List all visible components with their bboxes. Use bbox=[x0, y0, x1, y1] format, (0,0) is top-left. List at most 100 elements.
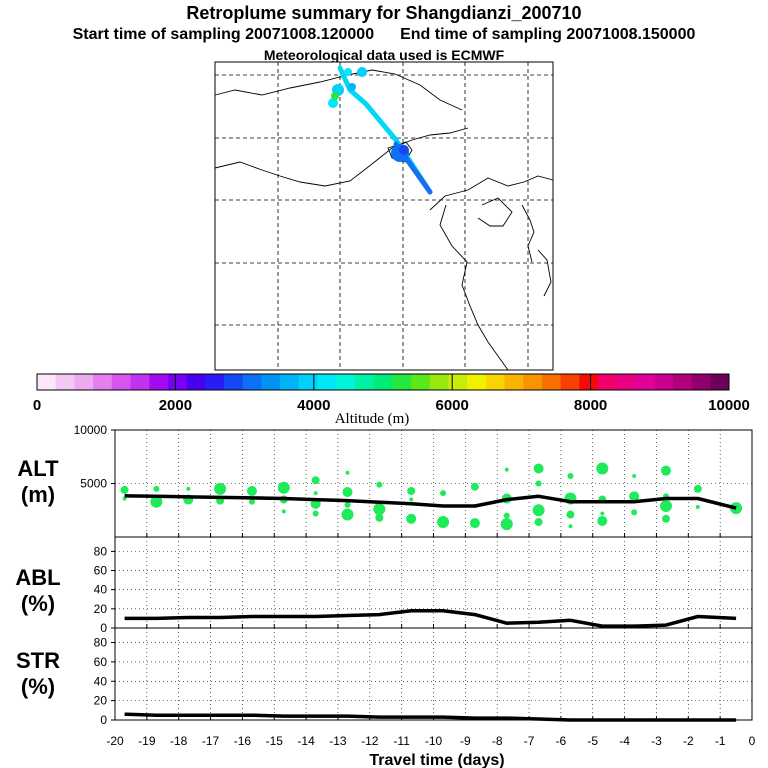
colorbar-swatch bbox=[317, 374, 337, 390]
plume-altitude-point bbox=[406, 513, 417, 524]
colorbar-swatch bbox=[541, 374, 562, 390]
x-tick-label: -5 bbox=[587, 734, 598, 748]
colorbar-tick-label: 10000 bbox=[708, 397, 750, 414]
plume-altitude-point bbox=[600, 511, 605, 516]
y-tick-label: 5000 bbox=[80, 477, 107, 491]
plume-altitude-point bbox=[373, 503, 386, 516]
colorbar-tick-label: 2000 bbox=[159, 397, 192, 414]
str-panel-unit: (%) bbox=[21, 674, 55, 699]
colorbar-swatch bbox=[616, 374, 636, 390]
plume-dot bbox=[344, 68, 352, 76]
colorbar-swatch bbox=[186, 374, 206, 390]
plume-dot bbox=[348, 83, 356, 91]
plume-altitude-point bbox=[409, 497, 414, 502]
colorbar-swatch bbox=[149, 374, 169, 390]
x-tick-label: -17 bbox=[202, 734, 220, 748]
colorbar-tick-label: 8000 bbox=[574, 397, 607, 414]
colorbar-tick-label: 6000 bbox=[436, 397, 469, 414]
plume-altitude-point bbox=[470, 482, 479, 491]
plume-altitude-point bbox=[341, 508, 354, 521]
plume-altitude-point bbox=[566, 510, 575, 519]
sampling-times: Start time of sampling 20071008.120000 En… bbox=[0, 26, 768, 44]
abl-panel-label: ABL bbox=[15, 565, 60, 590]
colorbar-swatch bbox=[392, 374, 412, 390]
plume-altitude-point bbox=[153, 485, 160, 492]
plume-altitude-point bbox=[568, 524, 573, 529]
colorbar-swatch bbox=[654, 374, 674, 390]
colorbar-swatch bbox=[598, 374, 618, 390]
altitude-panel: 5000 10000 bbox=[74, 423, 753, 538]
plume-altitude-point bbox=[631, 509, 638, 516]
x-tick-label: -1 bbox=[715, 734, 726, 748]
plume-altitude-point bbox=[248, 498, 255, 505]
plume-altitude-point bbox=[440, 490, 447, 497]
map-panel bbox=[214, 61, 554, 371]
colorbar-swatch bbox=[710, 374, 730, 390]
y-tick-label: 10000 bbox=[74, 423, 108, 437]
plume-altitude-point bbox=[500, 518, 513, 531]
plume-altitude-point bbox=[695, 505, 700, 510]
end-time: End time of sampling 20071008.150000 bbox=[400, 26, 696, 43]
colorbar-swatch bbox=[224, 374, 244, 390]
colorbar-swatch bbox=[298, 374, 319, 390]
plume-dot bbox=[357, 67, 367, 77]
colorbar-swatch bbox=[635, 374, 655, 390]
colorbar-swatch bbox=[504, 374, 524, 390]
alt-panel-label: ALT bbox=[17, 456, 59, 481]
plume-altitude-point bbox=[535, 480, 542, 487]
colorbar-swatch bbox=[579, 374, 599, 390]
plume-altitude-point bbox=[345, 470, 350, 475]
colorbar-swatch bbox=[242, 374, 262, 390]
plume-altitude-point bbox=[469, 518, 480, 529]
colorbar-swatch bbox=[523, 374, 543, 390]
colorbar-swatch bbox=[411, 374, 431, 390]
colorbar-swatch bbox=[37, 374, 57, 390]
colorbar-swatch bbox=[485, 374, 506, 390]
y-tick-label: 60 bbox=[94, 564, 108, 578]
colorbar-swatch bbox=[111, 374, 132, 390]
x-tick-label: -6 bbox=[556, 734, 567, 748]
start-time: Start time of sampling 20071008.120000 bbox=[72, 26, 375, 43]
plume-altitude-point bbox=[597, 515, 608, 526]
plume-altitude-point bbox=[186, 486, 191, 491]
panel-frame bbox=[114, 627, 753, 721]
chart-title: Retroplume summary for Shangdianzi_20071… bbox=[186, 3, 582, 23]
plume-altitude-point bbox=[534, 518, 543, 527]
x-tick-label: -15 bbox=[266, 734, 284, 748]
abl-fraction-line bbox=[124, 609, 737, 628]
x-tick-label: -4 bbox=[619, 734, 630, 748]
plume-altitude-point bbox=[632, 474, 637, 479]
plume-altitude-point bbox=[281, 509, 286, 514]
plume-altitude-point bbox=[375, 513, 384, 522]
x-tick-label: -14 bbox=[297, 734, 315, 748]
colorbar-swatch bbox=[205, 374, 225, 390]
x-tick-label: -7 bbox=[524, 734, 535, 748]
plume-dot bbox=[328, 98, 338, 108]
plume-altitude-point bbox=[661, 465, 672, 476]
y-tick-label: 20 bbox=[94, 694, 108, 708]
plume-dot bbox=[331, 92, 339, 100]
colorbar-swatch bbox=[74, 374, 94, 390]
colorbar-swatch bbox=[261, 374, 281, 390]
plume-trajectory bbox=[328, 65, 433, 195]
x-tick-label: -18 bbox=[170, 734, 188, 748]
plume-altitude-point bbox=[629, 491, 640, 502]
colorbar-swatch bbox=[167, 374, 188, 390]
str-fraction-line bbox=[124, 712, 737, 722]
colorbar-swatch bbox=[429, 374, 449, 390]
y-tick-label: 60 bbox=[94, 655, 108, 669]
colorbar-swatch bbox=[354, 374, 375, 390]
x-tick-label: -16 bbox=[234, 734, 252, 748]
y-tick-label: 80 bbox=[94, 544, 108, 558]
y-tick-label: 40 bbox=[94, 583, 108, 597]
x-tick-label: -11 bbox=[393, 734, 410, 748]
str-panel-label: STR bbox=[16, 648, 60, 673]
x-tick-label: -3 bbox=[651, 734, 662, 748]
x-tick-label: 0 bbox=[749, 734, 756, 748]
mean-altitude-line bbox=[124, 494, 737, 510]
colorbar-label: Altitude (m) bbox=[335, 411, 410, 427]
y-tick-label: 20 bbox=[94, 602, 108, 616]
plume-altitude-point bbox=[313, 491, 318, 496]
